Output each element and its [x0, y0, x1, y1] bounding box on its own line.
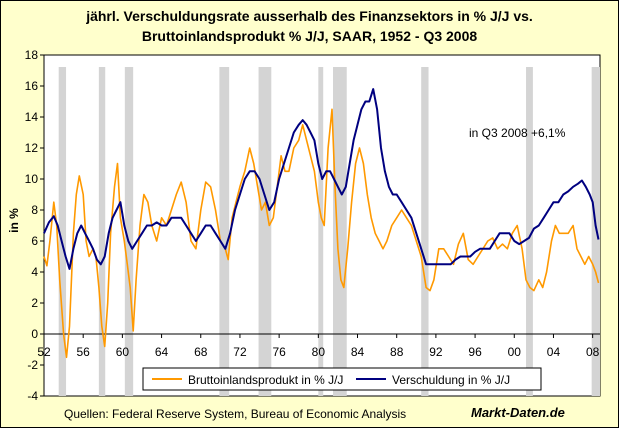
legend-label: Verschuldung in % J/J	[392, 373, 510, 387]
y-tick-label: 2	[31, 296, 38, 310]
x-tick-label: 68	[194, 345, 208, 359]
series-line-0	[43, 108, 600, 359]
recession-bar-5	[318, 67, 324, 396]
chart-title: jährl. Verschuldungsrate ausserhalb des …	[0, 6, 619, 46]
recession-bar-7	[421, 67, 429, 396]
y-tick-label: 12	[25, 141, 39, 155]
legend-label: Bruttoinlandsprodukt in % J/J	[188, 373, 343, 387]
recession-bar-3	[219, 67, 230, 396]
y-tick-label: 10	[25, 172, 39, 186]
y-tick-label: 16	[25, 79, 39, 93]
x-tick-label: 84	[351, 345, 365, 359]
recession-bar-6	[333, 67, 347, 396]
x-tick-label: 04	[547, 345, 561, 359]
x-tick-label: 92	[429, 345, 443, 359]
x-tick-label: 88	[390, 345, 404, 359]
legend-box	[142, 367, 542, 391]
brand-label: Markt-Daten.de	[471, 405, 565, 420]
chart-title-line-2: Bruttoinlandsprodukt % J/J, SAAR, 1952 -…	[141, 28, 478, 44]
y-tick-label: 0	[31, 327, 38, 341]
source-note: Quellen: Federal Reserve System, Bureau …	[64, 407, 407, 421]
recession-bar-1	[98, 67, 106, 396]
y-axis-label: in %	[7, 208, 21, 233]
x-tick-label: 76	[272, 345, 286, 359]
recession-bar-8	[526, 67, 533, 396]
recession-bar-0	[58, 67, 67, 396]
x-tick-label: 96	[468, 345, 482, 359]
y-tick-label: 6	[31, 234, 38, 248]
x-tick-label: 72	[233, 345, 247, 359]
y-tick-label: 8	[31, 203, 38, 217]
chart-title-line-1: jährl. Verschuldungsrate ausserhalb des …	[86, 8, 533, 24]
recession-bar-2	[124, 67, 134, 396]
x-tick-label: 52	[37, 345, 51, 359]
y-tick-label: 14	[25, 110, 39, 124]
x-tick-label: 64	[155, 345, 169, 359]
x-tick-label: 80	[312, 345, 326, 359]
recession-bar-4	[258, 67, 272, 396]
series-line-1	[43, 88, 600, 270]
y-tick-label: 18	[25, 48, 39, 62]
y-tick-label: -4	[27, 389, 38, 403]
y-tick-label: -2	[27, 358, 38, 372]
x-tick-label: 60	[116, 345, 130, 359]
x-tick-label: 00	[508, 345, 522, 359]
x-tick-label: 08	[586, 345, 600, 359]
x-tick-label: 56	[77, 345, 91, 359]
annotation-label: in Q3 2008 +6,1%	[469, 126, 566, 140]
y-tick-label: 4	[31, 265, 38, 279]
